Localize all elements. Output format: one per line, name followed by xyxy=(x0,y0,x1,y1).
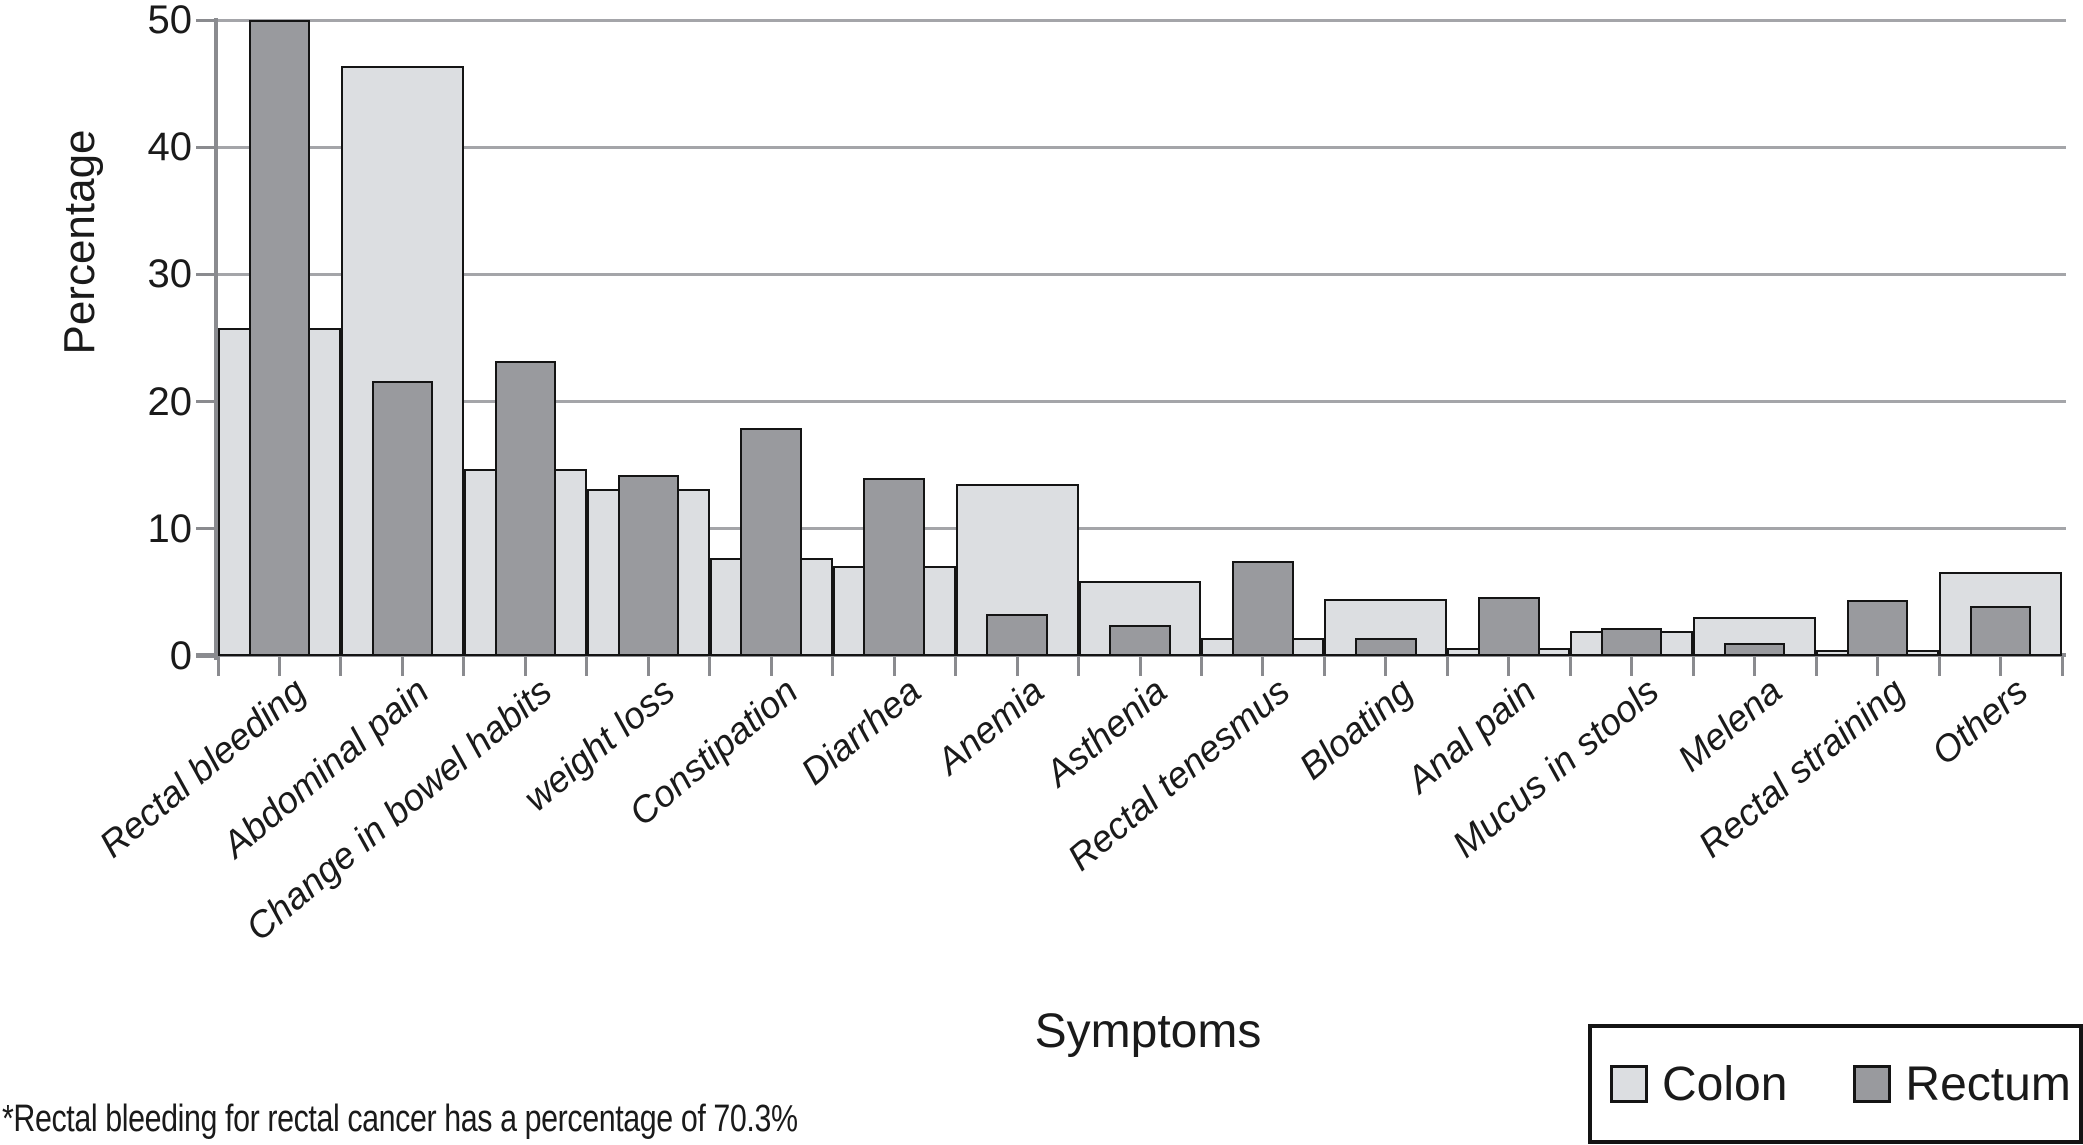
y-tick-20 xyxy=(196,400,218,404)
y-tick-label-40: 40 xyxy=(147,125,193,170)
bar-rectum-rectal-straining xyxy=(1846,600,1909,656)
gridline-50 xyxy=(218,18,2066,22)
y-tick-label-0: 0 xyxy=(169,634,192,678)
x-tick-0 xyxy=(216,657,220,676)
x-tick-26 xyxy=(1814,657,1818,676)
bar-rectum-mucus-in-stools xyxy=(1601,628,1663,656)
bar-rectum-others xyxy=(1969,606,2032,656)
y-axis-line xyxy=(214,18,218,660)
x-tick-24 xyxy=(1691,657,1695,676)
bar-rectum-diarrhea xyxy=(863,477,925,656)
x-tick-9 xyxy=(769,657,773,676)
x-axis-title: Symptoms xyxy=(1034,1005,1262,1058)
bar-rectum-bloating xyxy=(1355,638,1417,656)
y-tick-0 xyxy=(196,654,218,658)
x-tick-22 xyxy=(1568,657,1572,676)
legend-item-colon: Colon xyxy=(1610,1057,1787,1112)
x-tick-18 xyxy=(1322,657,1326,676)
x-tick-21 xyxy=(1507,657,1511,676)
x-tick-8 xyxy=(708,657,712,676)
bar-rectum-constipation xyxy=(740,428,802,656)
y-tick-label-50: 50 xyxy=(147,0,193,42)
x-tick-1 xyxy=(277,657,281,676)
x-tick-23 xyxy=(1630,657,1634,676)
footnote: *Rectal bleeding for rectal cancer has a… xyxy=(2,1098,798,1140)
x-tick-17 xyxy=(1261,657,1265,676)
x-tick-20 xyxy=(1445,657,1449,676)
bar-rectum-anemia xyxy=(986,614,1048,656)
y-tick-30 xyxy=(196,272,218,276)
bar-rectum-weight-loss xyxy=(617,475,679,656)
x-tick-28 xyxy=(1937,657,1941,676)
y-tick-50 xyxy=(196,18,218,22)
y-tick-label-30: 30 xyxy=(147,252,193,297)
x-tick-25 xyxy=(1753,657,1757,676)
bar-rectum-change-in-bowel-habits xyxy=(494,360,557,656)
bar-rectum-asthenia xyxy=(1109,625,1171,656)
x-tick-29 xyxy=(1999,657,2003,676)
x-tick-12 xyxy=(954,657,958,676)
legend: Colon Rectum xyxy=(1588,1024,2083,1144)
x-tick-11 xyxy=(892,657,896,676)
x-tick-27 xyxy=(1876,657,1880,676)
y-tick-label-20: 20 xyxy=(147,379,193,424)
x-tick-19 xyxy=(1384,657,1388,676)
gridline-20 xyxy=(218,400,2066,404)
x-tick-5 xyxy=(523,657,527,676)
x-tick-15 xyxy=(1138,657,1142,676)
bar-rectum-rectal-bleeding xyxy=(248,20,311,656)
legend-swatch-colon xyxy=(1610,1065,1648,1103)
bar-rectum-melena xyxy=(1723,643,1786,656)
gridline-30 xyxy=(218,272,2066,276)
legend-label-rectum: Rectum xyxy=(1905,1057,2071,1111)
bar-rectum-rectal-tenesmus xyxy=(1232,560,1294,656)
y-tick-40 xyxy=(196,145,218,149)
bar-rectum-anal-pain xyxy=(1478,597,1540,656)
x-tick-7 xyxy=(646,657,650,676)
x-tick-4 xyxy=(462,657,466,676)
y-tick-label-10: 10 xyxy=(147,506,193,551)
gridline-40 xyxy=(218,145,2066,149)
x-tick-30 xyxy=(2060,657,2064,676)
x-tick-13 xyxy=(1015,657,1019,676)
y-tick-10 xyxy=(196,527,218,531)
bar-rectum-abdominal-pain xyxy=(371,381,434,656)
x-tick-6 xyxy=(585,657,589,676)
gridline-10 xyxy=(218,527,2066,531)
legend-item-rectum: Rectum xyxy=(1853,1057,2071,1112)
x-tick-16 xyxy=(1199,657,1203,676)
x-tick-2 xyxy=(339,657,343,676)
x-tick-14 xyxy=(1077,657,1081,676)
legend-swatch-rectum xyxy=(1853,1065,1892,1103)
x-tick-3 xyxy=(400,657,404,676)
legend-label-colon: Colon xyxy=(1662,1057,1788,1111)
x-tick-10 xyxy=(831,657,835,676)
